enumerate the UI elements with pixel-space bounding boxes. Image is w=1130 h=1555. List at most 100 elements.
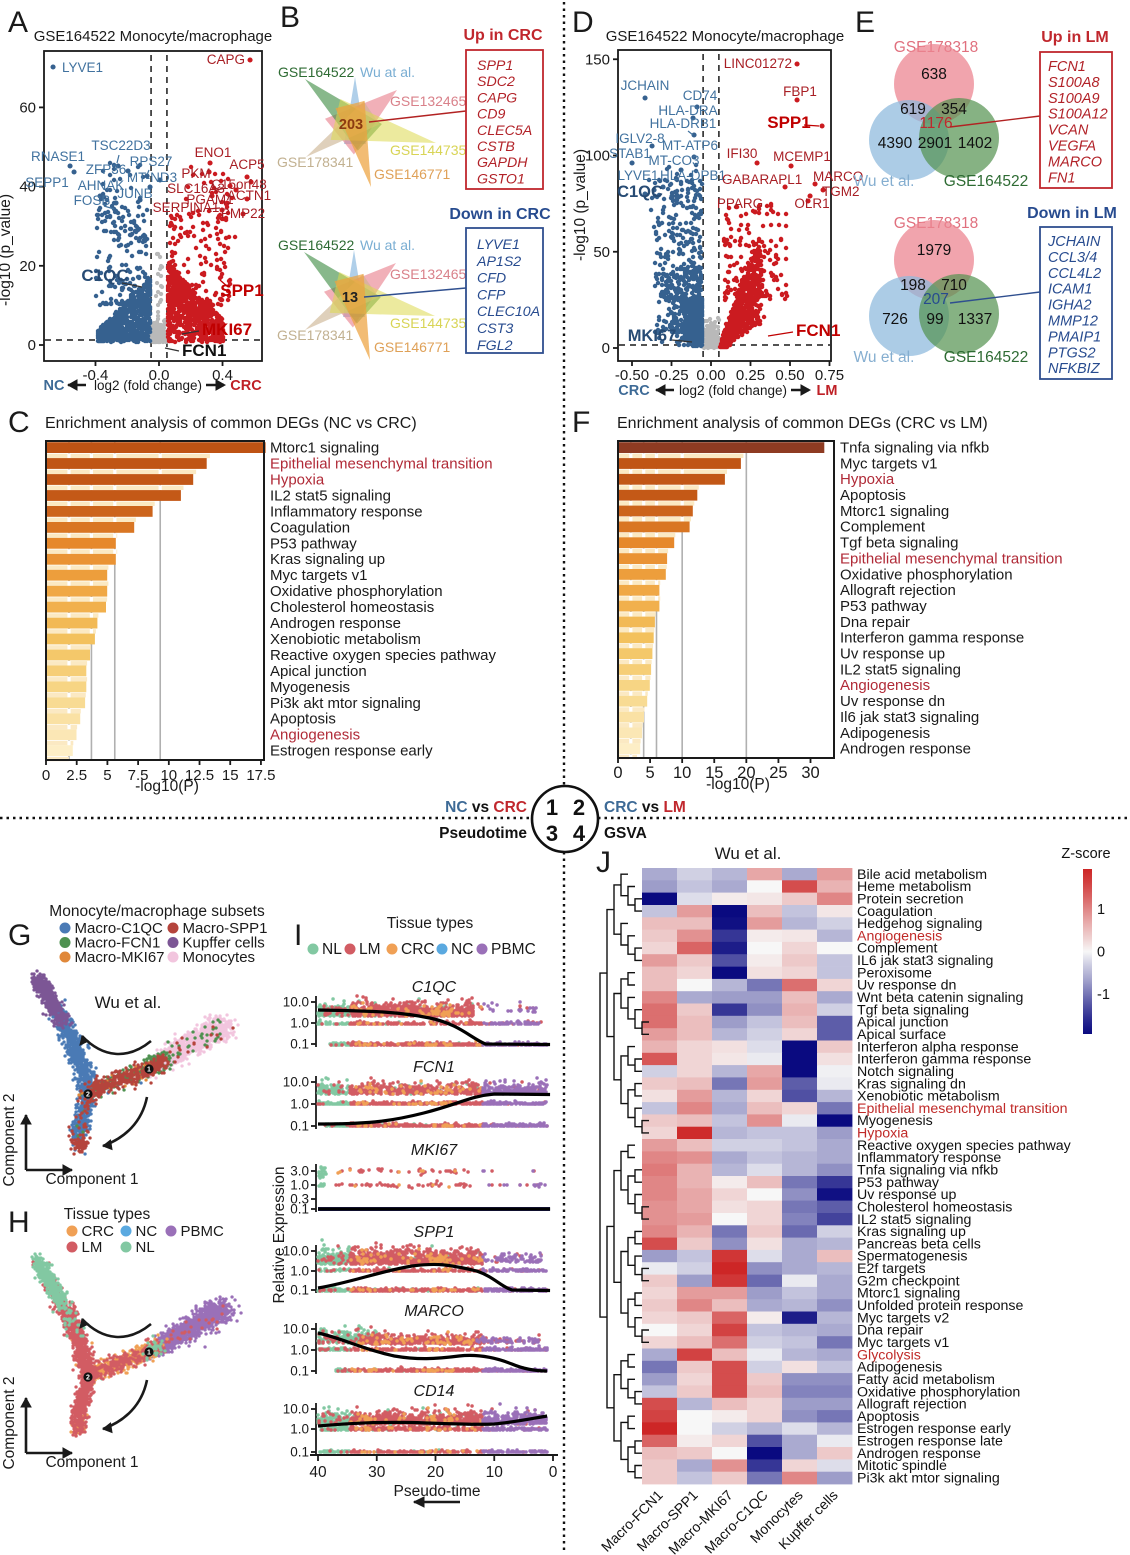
svg-text:Component 2: Component 2 (1, 1376, 18, 1469)
svg-text:0.1: 0.1 (290, 1283, 309, 1298)
svg-text:LYVE1: LYVE1 (617, 168, 658, 183)
svg-text:RNASE1: RNASE1 (31, 149, 85, 164)
svg-text:Androgen response: Androgen response (840, 741, 971, 758)
svg-text:CLEC5A: CLEC5A (477, 123, 532, 139)
svg-text:A: A (8, 6, 28, 39)
svg-text:-0.25: -0.25 (654, 367, 688, 384)
svg-text:Unfolded protein response: Unfolded protein response (857, 1298, 1024, 1314)
svg-text:Up in CRC: Up in CRC (463, 27, 543, 44)
svg-text:GSVA: GSVA (604, 825, 647, 842)
svg-text:C1QC: C1QC (81, 266, 128, 285)
svg-text:Component 1: Component 1 (45, 1454, 138, 1471)
svg-text:0: 0 (28, 337, 36, 354)
svg-text:1.0: 1.0 (290, 1178, 309, 1193)
svg-text:S100A12: S100A12 (1048, 107, 1108, 123)
svg-text:10.0: 10.0 (283, 1244, 309, 1259)
svg-text:NFKBIZ: NFKBIZ (1048, 361, 1101, 377)
svg-text:AHNAK: AHNAK (78, 178, 125, 193)
svg-text:LYVE1: LYVE1 (62, 60, 103, 75)
svg-text:IL6 jak stat3 signaling: IL6 jak stat3 signaling (857, 953, 993, 969)
svg-text:SEPP1: SEPP1 (25, 175, 69, 190)
svg-text:10.0: 10.0 (283, 1322, 309, 1337)
svg-text:RPS27: RPS27 (130, 154, 173, 169)
svg-text:Relative Expression: Relative Expression (271, 1167, 288, 1304)
svg-text:Allograft rejection: Allograft rejection (840, 582, 956, 599)
svg-text:Apical junction: Apical junction (857, 1015, 949, 1031)
svg-text:2: 2 (86, 1375, 90, 1382)
svg-text:0.50: 0.50 (775, 367, 804, 384)
svg-text:FN1: FN1 (1048, 170, 1075, 186)
svg-text:Androgen response: Androgen response (857, 1446, 981, 1462)
svg-text:13: 13 (342, 290, 358, 306)
svg-text:Hypoxia: Hypoxia (857, 1126, 908, 1142)
svg-text:NC: NC (451, 941, 473, 958)
svg-text:5: 5 (645, 764, 654, 782)
svg-text:-log10 (p_value): -log10 (p_value) (0, 194, 14, 306)
svg-text:203: 203 (339, 117, 363, 133)
svg-text:5: 5 (103, 767, 111, 784)
svg-text:Wu et al.: Wu et al. (854, 349, 915, 366)
svg-text:TSC22D3: TSC22D3 (91, 138, 150, 153)
svg-text:0: 0 (613, 764, 622, 782)
svg-text:20: 20 (19, 258, 36, 275)
svg-text:0: 0 (602, 340, 610, 357)
svg-text:-0.4: -0.4 (83, 367, 109, 384)
svg-text:Inflammatory response: Inflammatory response (270, 503, 423, 520)
svg-text:CSTB: CSTB (477, 139, 515, 155)
svg-text:50: 50 (593, 244, 610, 261)
svg-text:CRC: CRC (230, 378, 262, 394)
svg-text:GSE164522 Monocyte/macrophage: GSE164522 Monocyte/macrophage (34, 28, 272, 45)
svg-text:Angiogenesis: Angiogenesis (857, 928, 942, 944)
svg-text:F: F (572, 406, 590, 439)
svg-text:15: 15 (705, 764, 723, 782)
svg-text:Interferon alpha response: Interferon alpha response (857, 1039, 1019, 1055)
svg-text:150: 150 (585, 51, 610, 68)
svg-text:Tissue types: Tissue types (387, 915, 474, 932)
svg-text:MT-ND3: MT-ND3 (127, 170, 177, 185)
svg-text:Adipogenesis: Adipogenesis (857, 1360, 942, 1376)
svg-text:Uv response dn: Uv response dn (840, 693, 945, 710)
svg-text:LINC01272: LINC01272 (724, 56, 792, 71)
svg-text:TGM2: TGM2 (822, 184, 860, 199)
svg-text:MT-CO3: MT-CO3 (648, 153, 699, 168)
svg-text:198: 198 (900, 277, 926, 294)
svg-text:354: 354 (941, 101, 967, 118)
svg-text:FOSB: FOSB (74, 193, 111, 208)
svg-text:1.0: 1.0 (290, 1422, 309, 1437)
svg-text:15: 15 (222, 767, 239, 784)
svg-text:Complement: Complement (840, 519, 926, 536)
svg-text:MKI67: MKI67 (202, 320, 252, 339)
svg-text:Apoptosis: Apoptosis (270, 711, 336, 728)
svg-text:PMAIP1: PMAIP1 (1048, 329, 1101, 345)
svg-text:CLEC10A: CLEC10A (477, 304, 540, 320)
svg-text:PPARG: PPARG (717, 196, 763, 211)
svg-text:710: 710 (941, 277, 967, 294)
svg-text:0: 0 (1097, 945, 1105, 961)
svg-text:OLR1: OLR1 (794, 196, 829, 211)
svg-text:-0.50: -0.50 (615, 367, 649, 384)
svg-text:Apical junction: Apical junction (270, 663, 367, 680)
svg-text:Hypoxia: Hypoxia (270, 471, 325, 488)
svg-text:Wu at al.: Wu at al. (360, 237, 415, 253)
svg-text:Hedgehog signaling: Hedgehog signaling (857, 916, 982, 932)
svg-text:GSE164522 Monocyte/macrophage: GSE164522 Monocyte/macrophage (606, 28, 844, 45)
svg-text:Pseudo-time: Pseudo-time (393, 1483, 480, 1500)
svg-text:Fatty acid metabolism: Fatty acid metabolism (857, 1372, 995, 1388)
svg-text:Myc targets v2: Myc targets v2 (857, 1310, 949, 1326)
svg-text:CRC vs LM: CRC vs LM (604, 799, 686, 816)
svg-text:40: 40 (19, 179, 36, 196)
svg-text:AP1S2: AP1S2 (476, 254, 521, 270)
svg-text:C: C (8, 406, 30, 439)
svg-text:40: 40 (309, 1464, 327, 1481)
svg-text:PMP22: PMP22 (221, 206, 265, 221)
svg-text:G2m checkpoint: G2m checkpoint (857, 1273, 960, 1289)
svg-text:Component 1: Component 1 (45, 1171, 138, 1188)
svg-text:0.1: 0.1 (290, 1445, 309, 1460)
svg-text:B: B (280, 1, 300, 34)
svg-text:Monocytes: Monocytes (183, 949, 256, 966)
svg-text:ACTN1: ACTN1 (227, 188, 271, 203)
svg-text:GABARAPL1: GABARAPL1 (722, 172, 802, 187)
svg-text:3.0: 3.0 (290, 1164, 309, 1179)
svg-text:0.4: 0.4 (212, 367, 233, 384)
svg-text:GAPDH: GAPDH (477, 155, 528, 171)
